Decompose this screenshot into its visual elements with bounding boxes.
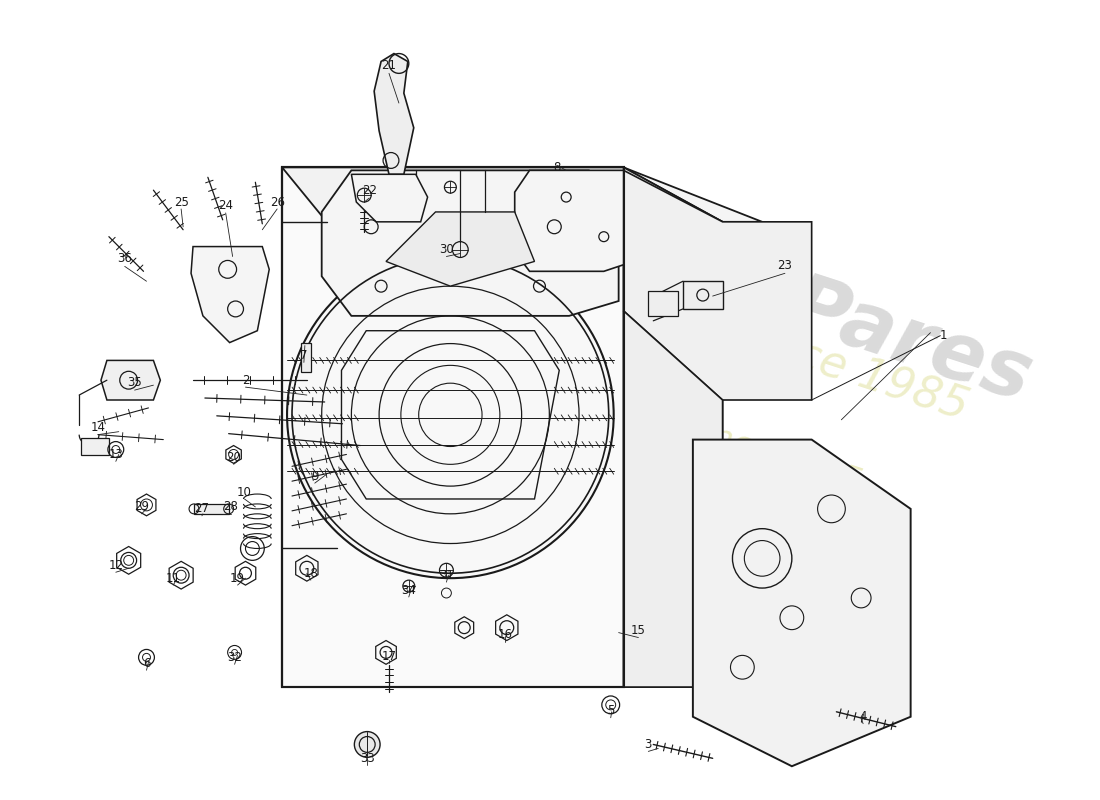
- Circle shape: [398, 353, 453, 408]
- Text: euroPares: euroPares: [582, 203, 1042, 418]
- Text: 21: 21: [382, 59, 396, 72]
- Text: 9: 9: [311, 470, 319, 482]
- Polygon shape: [321, 170, 618, 316]
- Text: 10: 10: [236, 486, 252, 498]
- Bar: [301, 342, 311, 372]
- Text: 8: 8: [553, 161, 561, 174]
- Circle shape: [438, 412, 473, 447]
- Text: 25: 25: [174, 195, 188, 209]
- Text: 26: 26: [270, 195, 285, 209]
- Circle shape: [453, 349, 497, 392]
- Text: 28: 28: [223, 501, 238, 514]
- Circle shape: [287, 251, 614, 578]
- Text: 36: 36: [118, 252, 132, 265]
- Polygon shape: [101, 361, 161, 400]
- Text: 16: 16: [497, 628, 513, 641]
- Polygon shape: [341, 330, 559, 499]
- Text: 13: 13: [109, 448, 123, 461]
- Polygon shape: [693, 439, 911, 766]
- Text: 3: 3: [645, 738, 652, 751]
- Polygon shape: [515, 170, 634, 271]
- Text: 6: 6: [143, 657, 151, 670]
- Text: 4: 4: [859, 710, 867, 723]
- Text: 18: 18: [304, 566, 318, 580]
- Polygon shape: [624, 170, 812, 400]
- Polygon shape: [282, 167, 762, 222]
- Text: 1: 1: [939, 329, 947, 342]
- Text: 11: 11: [166, 572, 180, 585]
- Polygon shape: [191, 246, 270, 342]
- Polygon shape: [374, 54, 414, 174]
- Bar: [683, 282, 723, 309]
- Text: 22: 22: [362, 184, 376, 197]
- Polygon shape: [282, 167, 723, 222]
- Polygon shape: [624, 311, 723, 687]
- Text: 2: 2: [242, 374, 250, 386]
- Text: 14: 14: [90, 422, 106, 434]
- Text: 12: 12: [108, 559, 123, 572]
- Text: 27: 27: [195, 502, 209, 515]
- Text: 29: 29: [134, 501, 148, 514]
- Text: 17: 17: [382, 650, 396, 663]
- Text: since 1985: since 1985: [729, 312, 974, 428]
- Text: 7: 7: [300, 349, 308, 362]
- Circle shape: [400, 434, 430, 464]
- Text: 24: 24: [218, 199, 233, 213]
- Circle shape: [354, 731, 381, 758]
- Text: 35: 35: [128, 376, 142, 389]
- Text: a passion since 1985: a passion since 1985: [520, 360, 865, 500]
- Text: 15: 15: [631, 624, 646, 637]
- Polygon shape: [386, 212, 535, 286]
- Bar: [81, 438, 109, 455]
- Bar: [194, 504, 229, 514]
- Text: 34: 34: [402, 583, 416, 597]
- Text: 23: 23: [778, 259, 792, 272]
- Text: 31: 31: [439, 569, 454, 582]
- Polygon shape: [624, 167, 723, 687]
- Polygon shape: [351, 174, 428, 222]
- Text: 5: 5: [607, 704, 615, 718]
- Text: 33: 33: [360, 752, 375, 765]
- Text: 19: 19: [230, 572, 245, 585]
- Text: 32: 32: [228, 651, 242, 664]
- Text: 30: 30: [439, 243, 454, 256]
- Text: 20: 20: [227, 451, 241, 464]
- Polygon shape: [282, 167, 624, 687]
- Bar: [648, 291, 678, 316]
